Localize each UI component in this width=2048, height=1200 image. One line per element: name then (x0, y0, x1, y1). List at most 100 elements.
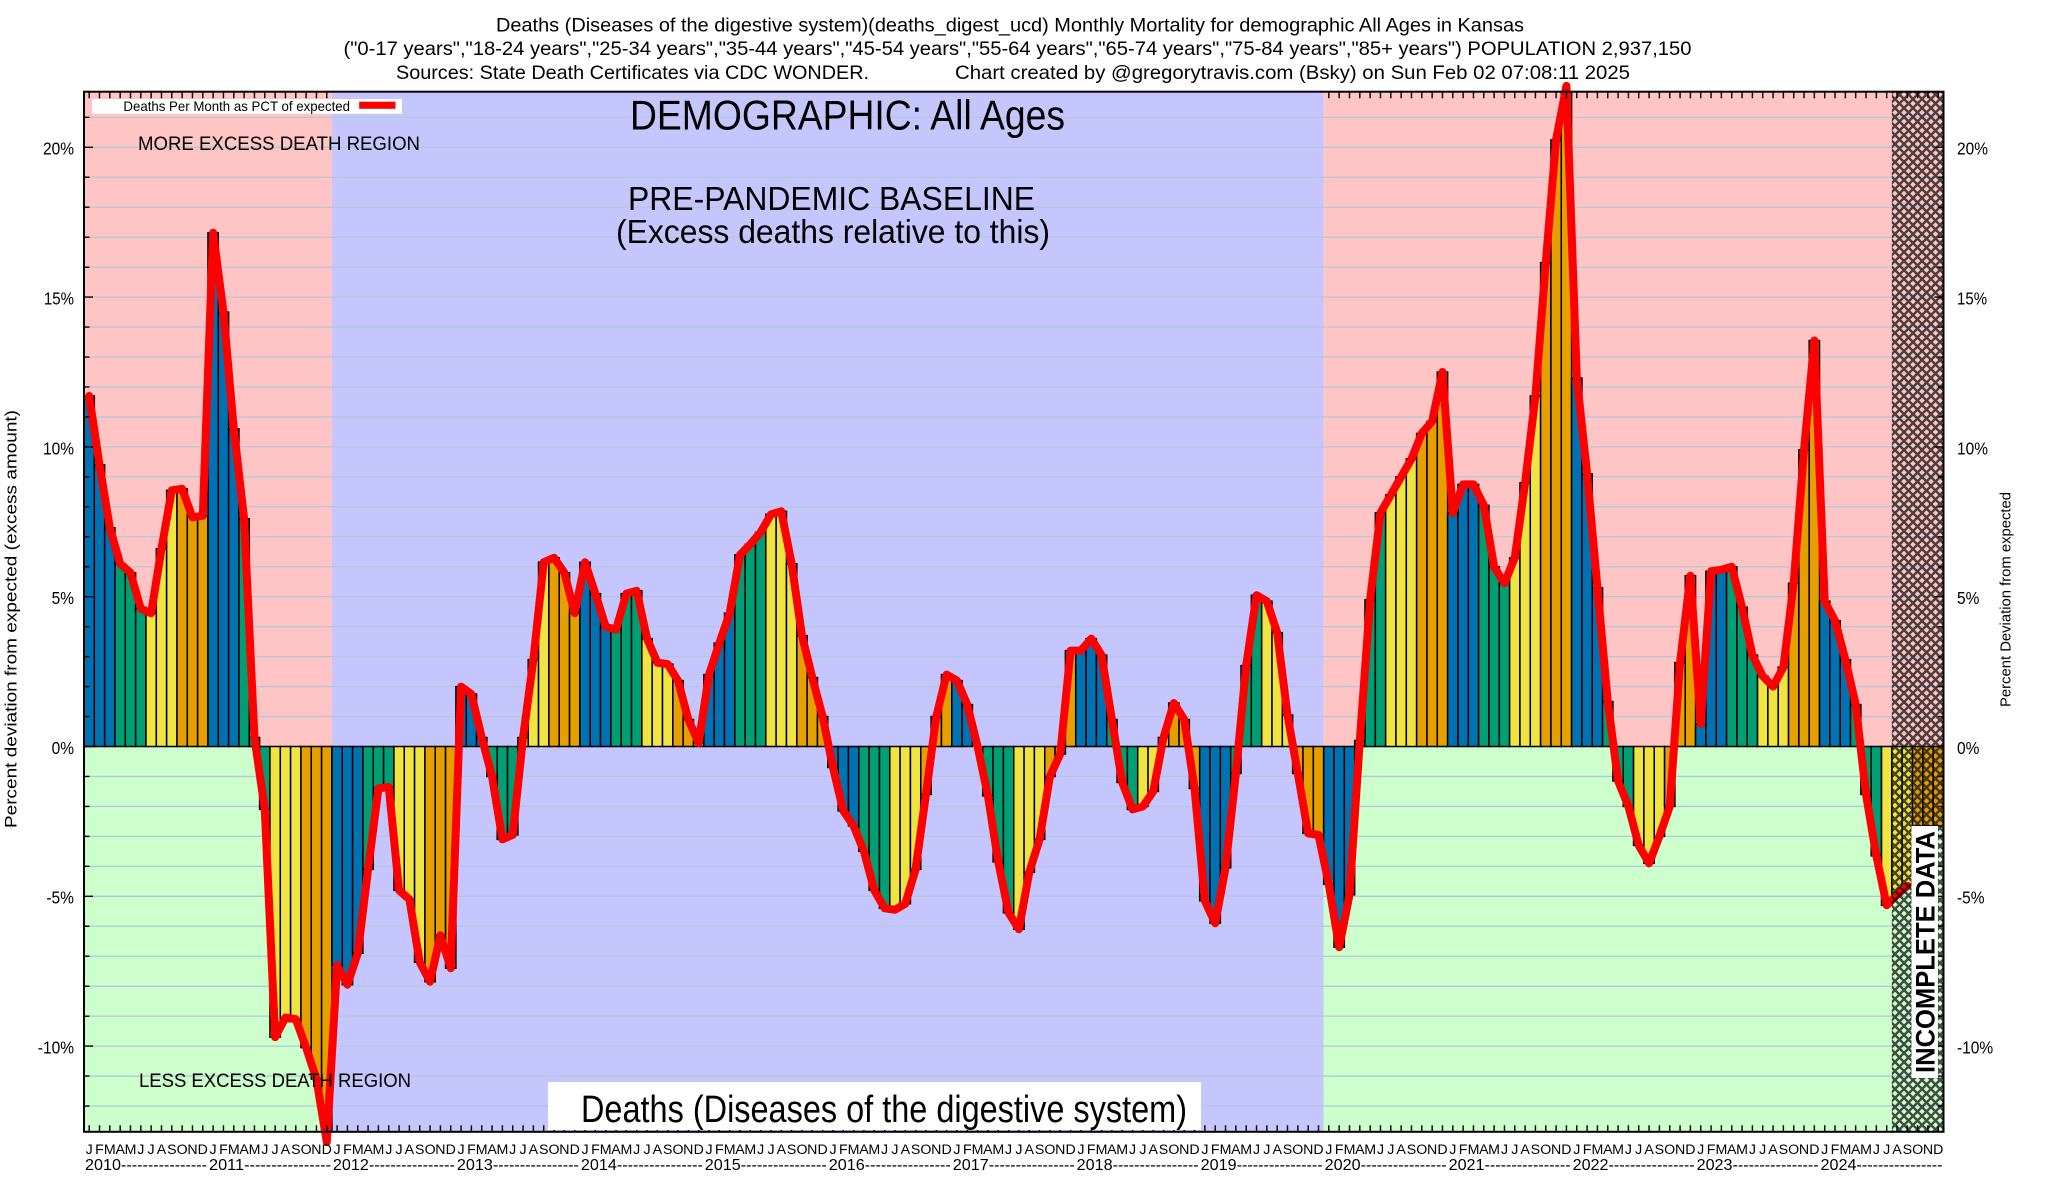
svg-text:S: S (1779, 1142, 1788, 1158)
svg-text:J: J (509, 1142, 516, 1158)
svg-text:J: J (86, 1142, 93, 1158)
svg-text:D: D (1437, 1142, 1447, 1158)
svg-text:J: J (891, 1142, 898, 1158)
svg-text:A: A (983, 1142, 993, 1158)
svg-text:M: M (600, 1142, 612, 1158)
svg-text:D: D (1933, 1142, 1943, 1158)
svg-text:2011----------------: 2011---------------- (209, 1157, 331, 1174)
svg-text:F: F (1335, 1142, 1344, 1158)
svg-text:M: M (620, 1142, 632, 1158)
svg-text:M: M (1488, 1142, 1500, 1158)
svg-text:N: N (1179, 1142, 1189, 1158)
svg-text:J: J (1749, 1142, 1756, 1158)
svg-text:D: D (446, 1142, 456, 1158)
svg-text:S: S (911, 1142, 920, 1158)
svg-text:J: J (581, 1142, 588, 1158)
svg-text:M: M (1860, 1142, 1872, 1158)
svg-text:J: J (396, 1142, 403, 1158)
svg-text:O: O (425, 1142, 436, 1158)
svg-text:M: M (1096, 1142, 1108, 1158)
svg-text:S: S (1159, 1142, 1168, 1158)
svg-text:J: J (1377, 1142, 1384, 1158)
svg-text:5%: 5% (1957, 588, 1980, 608)
svg-text:-5%: -5% (46, 888, 74, 908)
svg-text:M: M (352, 1142, 364, 1158)
svg-text:A: A (1727, 1142, 1737, 1158)
svg-text:F: F (1211, 1142, 1220, 1158)
svg-text:S: S (663, 1142, 672, 1158)
svg-text:M: M (724, 1142, 736, 1158)
svg-text:S: S (1531, 1142, 1540, 1158)
svg-text:Sources: State Death Certifica: Sources: State Death Certificates via CD… (396, 62, 869, 84)
svg-text:S: S (539, 1142, 548, 1158)
svg-text:M: M (1344, 1142, 1356, 1158)
svg-text:M: M (104, 1142, 116, 1158)
svg-text:O: O (1912, 1142, 1923, 1158)
svg-text:INCOMPLETE DATA: INCOMPLETE DATA (1911, 831, 1941, 1073)
svg-text:O: O (1540, 1142, 1551, 1158)
svg-text:O: O (301, 1142, 312, 1158)
svg-text:F: F (343, 1142, 352, 1158)
svg-text:O: O (177, 1142, 188, 1158)
svg-text:2024----------------: 2024---------------- (1821, 1157, 1943, 1174)
svg-text:Deaths Per Month as PCT of exp: Deaths Per Month as PCT of expected (123, 99, 350, 114)
svg-text:-5%: -5% (1957, 888, 1985, 908)
svg-text:M: M (496, 1142, 508, 1158)
svg-text:M: M (848, 1142, 860, 1158)
svg-text:J: J (829, 1142, 836, 1158)
svg-text:J: J (1449, 1142, 1456, 1158)
svg-text:2016----------------: 2016---------------- (829, 1157, 951, 1174)
svg-text:F: F (963, 1142, 972, 1158)
svg-text:A: A (1231, 1142, 1241, 1158)
svg-text:F: F (467, 1142, 476, 1158)
svg-text:0%: 0% (1957, 738, 1980, 758)
svg-text:M: M (1715, 1142, 1727, 1158)
svg-text:F: F (219, 1142, 228, 1158)
svg-text:J: J (137, 1142, 144, 1158)
svg-text:M: M (744, 1142, 756, 1158)
svg-text:J: J (1201, 1142, 1208, 1158)
svg-text:D: D (1561, 1142, 1571, 1158)
svg-text:M: M (372, 1142, 384, 1158)
svg-text:15%: 15% (44, 289, 74, 309)
svg-text:F: F (591, 1142, 600, 1158)
svg-text:Chart created by @gregorytravi: Chart created by @gregorytravis.com (Bsk… (955, 62, 1630, 84)
svg-text:O: O (1292, 1142, 1303, 1158)
svg-text:J: J (767, 1142, 774, 1158)
svg-text:A: A (487, 1142, 497, 1158)
svg-text:J: J (633, 1142, 640, 1158)
svg-text:D: D (570, 1142, 580, 1158)
svg-text:A: A (115, 1142, 125, 1158)
svg-text:A: A (157, 1142, 167, 1158)
svg-text:-10%: -10% (1957, 1038, 1993, 1058)
svg-text:-10%: -10% (38, 1038, 74, 1058)
svg-text:15%: 15% (1957, 289, 1987, 309)
svg-text:N: N (1675, 1142, 1685, 1158)
svg-text:S: S (415, 1142, 424, 1158)
svg-text:M: M (1220, 1142, 1232, 1158)
svg-text:N: N (931, 1142, 941, 1158)
svg-text:O: O (1044, 1142, 1055, 1158)
svg-text:N: N (559, 1142, 569, 1158)
svg-text:O: O (1788, 1142, 1799, 1158)
svg-text:J: J (705, 1142, 712, 1158)
svg-text:M: M (228, 1142, 240, 1158)
svg-text:2010----------------: 2010---------------- (85, 1157, 207, 1174)
svg-text:M: M (1839, 1142, 1851, 1158)
svg-text:20%: 20% (43, 139, 74, 159)
svg-text:O: O (1664, 1142, 1675, 1158)
svg-text:A: A (1396, 1142, 1406, 1158)
svg-text:2012----------------: 2012---------------- (333, 1157, 455, 1174)
svg-text:J: J (210, 1142, 217, 1158)
svg-text:J: J (1387, 1142, 1394, 1158)
svg-text:O: O (1416, 1142, 1427, 1158)
svg-text:J: J (757, 1142, 764, 1158)
svg-text:D: D (1189, 1142, 1199, 1158)
svg-text:2022----------------: 2022---------------- (1573, 1157, 1695, 1174)
svg-text:S: S (1407, 1142, 1416, 1158)
svg-text:J: J (1821, 1142, 1828, 1158)
svg-text:J: J (458, 1142, 465, 1158)
svg-text:J: J (1501, 1142, 1508, 1158)
svg-text:A: A (1768, 1142, 1778, 1158)
svg-text:M: M (1591, 1142, 1603, 1158)
